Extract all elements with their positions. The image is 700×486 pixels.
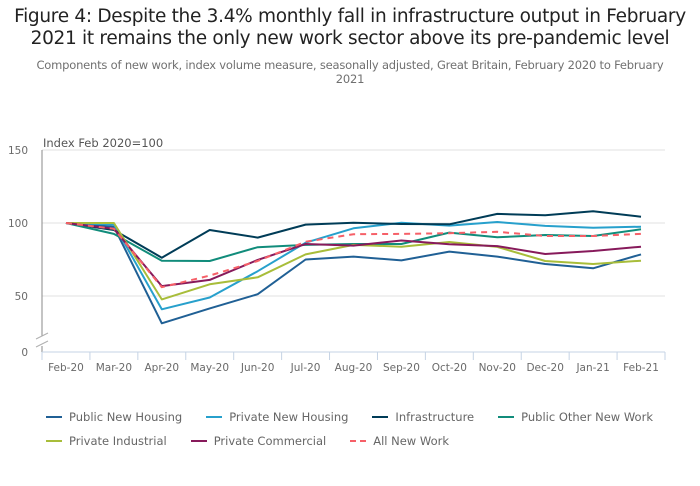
legend-swatch-icon [498,416,515,418]
y-tick-label: 150 [8,145,28,157]
x-tick-label: Aug-20 [335,362,373,374]
x-tick-label: May-20 [190,362,229,374]
legend-label: Infrastructure [395,410,475,424]
x-tick-labels: Feb-20 Mar-20 Apr-20 May-20 Jun-20 Jul-20 Aug-… [48,362,659,374]
chart-title: Figure 4: Despite the 3.4% monthly fall … [14,6,686,49]
x-tick-label: Jan-21 [575,362,609,374]
axis-break-mark [35,332,49,340]
chart-subtitle: Components of new work, index volume mea… [36,58,664,86]
y-axis-label: Index Feb 2020=100 [43,136,164,150]
legend-swatch-icon [206,416,223,418]
series-line-infrastructure[interactable] [65,210,642,259]
legend-swatch-icon [190,440,207,442]
legend-item-private-commercial[interactable]: Private Commercial [190,434,327,448]
legend-item-private-new-housing[interactable]: Private New Housing [206,410,348,424]
legend-item-infrastructure[interactable]: Infrastructure [372,410,474,424]
legend-swatch-icon [372,416,389,418]
legend-swatch-icon [46,416,62,418]
y-tick-label: 50 [15,291,28,303]
x-tick-label: Nov-20 [479,362,516,374]
legend-label: All New Work [373,434,449,448]
y-tick-labels: 0 50 100 150 [8,145,28,359]
axes [35,150,666,360]
x-tick-label: Feb-21 [623,362,659,374]
legend-item-public-other-new-work[interactable]: Public Other New Work [498,410,653,424]
x-tick-label: Jun-20 [240,362,275,374]
legend-swatch-icon [350,440,367,442]
series-line-all-new-work[interactable] [65,222,642,289]
legend-label: Public New Housing [69,410,183,424]
x-tick-label: Feb-20 [48,362,84,374]
legend-item-all-new-work[interactable]: All New Work [350,434,449,448]
y-tick-label: 0 [21,347,28,359]
legend-label: Private Industrial [69,434,167,448]
legend-row: Private Industrial Private Commercial All … [46,429,686,453]
legend-row: Public New Housing Private New Housing Inf… [46,405,686,429]
legend: Public New Housing Private New Housing Inf… [46,405,686,453]
x-tick-label: Jul-20 [290,362,321,374]
x-tick-label: Apr-20 [144,362,179,374]
series-line-public-new-housing[interactable] [65,222,642,325]
x-tick-label: Mar-20 [96,362,132,374]
legend-swatch-icon [46,440,62,442]
y-tick-label: 100 [8,218,28,230]
series-lines [65,210,642,325]
legend-item-private-industrial[interactable]: Private Industrial [46,434,167,448]
legend-item-public-new-housing[interactable]: Public New Housing [46,410,182,424]
axis-break-mark [35,340,49,348]
x-tick-label: Sep-20 [383,362,420,374]
legend-label: Private New Housing [229,410,349,424]
legend-label: Public Other New Work [521,410,653,424]
x-tick-label: Oct-20 [432,362,467,374]
legend-label: Private Commercial [213,434,327,448]
x-tick-label: Dec-20 [526,362,563,374]
series-line-private-new-housing[interactable] [65,221,642,311]
